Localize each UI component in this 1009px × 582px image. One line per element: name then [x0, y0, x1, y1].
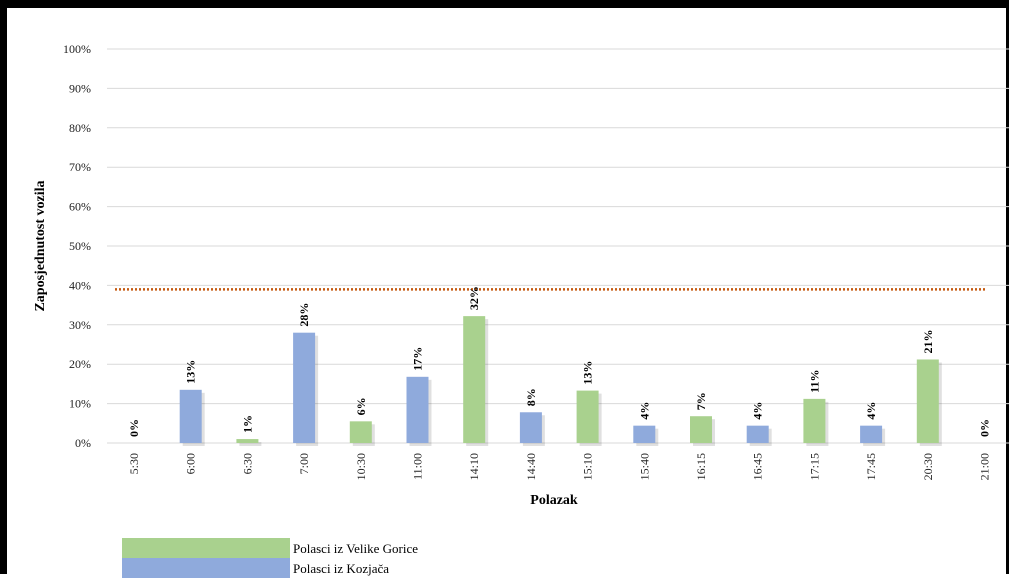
bar-1410: [463, 316, 486, 443]
data-label: 0%: [978, 419, 992, 437]
legend-label: Polasci iz Kozjača: [293, 561, 389, 576]
x-tick-label: 7:00: [297, 453, 311, 474]
bar-1540: [633, 425, 656, 443]
y-tick-label: 30%: [69, 318, 91, 332]
x-tick-label: 17:45: [864, 453, 878, 480]
data-label: 8%: [524, 388, 538, 406]
bar-chart: 0% 10% 20% 30% 40% 50% 60% 70% 80% 90% 100% 0% 13% 1…: [33, 42, 1009, 578]
x-axis-title: Polazak: [530, 493, 578, 508]
x-tick-label: 20:30: [921, 453, 935, 480]
bar-600: [179, 389, 202, 443]
bar-2030: [916, 359, 939, 443]
bar-700: [293, 332, 316, 443]
data-label: 13%: [184, 360, 198, 384]
bar-630: [236, 439, 259, 443]
data-label: 4%: [864, 402, 878, 420]
gridlines: [107, 48, 1009, 444]
x-tick-label: 6:00: [184, 453, 198, 474]
data-label: 17%: [411, 347, 425, 371]
bar-1645: [746, 425, 769, 443]
x-tick-label: 5:30: [127, 453, 141, 474]
data-label: 4%: [751, 402, 765, 420]
x-tick-label: 17:15: [807, 453, 821, 480]
legend: Polasci iz Velike Gorice Polasci iz Kozja…: [122, 538, 418, 578]
bar-1100: [406, 376, 429, 443]
data-label: 4%: [637, 402, 651, 420]
data-label: 6%: [354, 397, 368, 415]
y-tick-label: 0%: [75, 436, 91, 450]
x-tick-label: 10:30: [354, 453, 368, 480]
y-axis-title: Zaposjednutost vozila: [33, 180, 48, 311]
bar-1745: [860, 425, 883, 443]
data-label: 13%: [581, 361, 595, 385]
y-tick-label: 40%: [69, 278, 91, 292]
bar-1030: [349, 421, 372, 443]
data-label: 7%: [694, 392, 708, 410]
data-label: 32%: [467, 286, 481, 310]
x-tick-label: 21:00: [978, 453, 992, 480]
x-tick-label: 16:15: [694, 453, 708, 480]
bar-1715: [803, 398, 826, 443]
data-label: 0%: [127, 419, 141, 437]
x-tick-label: 11:00: [411, 453, 425, 480]
y-tick-label: 70%: [69, 160, 91, 174]
y-tick-label: 10%: [69, 397, 91, 411]
legend-swatch: [122, 538, 290, 558]
legend-swatch: [122, 558, 290, 578]
data-label: 1%: [240, 415, 254, 433]
data-labels: 0% 13% 1% 28% 6% 17% 32% 8% 13% 4% 7% 4% 11% 4% 21% 0%: [127, 286, 992, 437]
y-tick-label: 100%: [63, 42, 91, 56]
bar-1615: [690, 416, 712, 443]
data-label: 21%: [921, 329, 935, 353]
data-label: 28%: [297, 303, 311, 327]
x-tick-label: 15:10: [581, 453, 595, 480]
x-tick-label: 14:10: [467, 453, 481, 480]
x-tick-label: 15:40: [637, 453, 651, 480]
data-label: 11%: [807, 370, 821, 393]
legend-label: Polasci iz Velike Gorice: [293, 541, 418, 556]
y-tick-label: 80%: [69, 121, 91, 135]
y-tick-label: 50%: [69, 239, 91, 253]
x-tick-label: 6:30: [240, 453, 254, 474]
x-tick-label: 16:45: [751, 453, 765, 480]
bar-shadow: [239, 442, 262, 446]
bar-1440: [519, 412, 542, 443]
y-tick-label: 20%: [69, 357, 91, 371]
y-tick-label: 90%: [69, 81, 91, 95]
bars: [179, 316, 942, 446]
bar-1510: [576, 390, 599, 443]
x-tick-label: 14:40: [524, 453, 538, 480]
y-axis-ticks: 0% 10% 20% 30% 40% 50% 60% 70% 80% 90% 100%: [63, 42, 91, 450]
y-tick-label: 60%: [69, 200, 91, 214]
x-axis-ticks: 5:30 6:00 6:30 7:00 10:30 11:00 14:10 14:40 15:1…: [127, 453, 992, 480]
